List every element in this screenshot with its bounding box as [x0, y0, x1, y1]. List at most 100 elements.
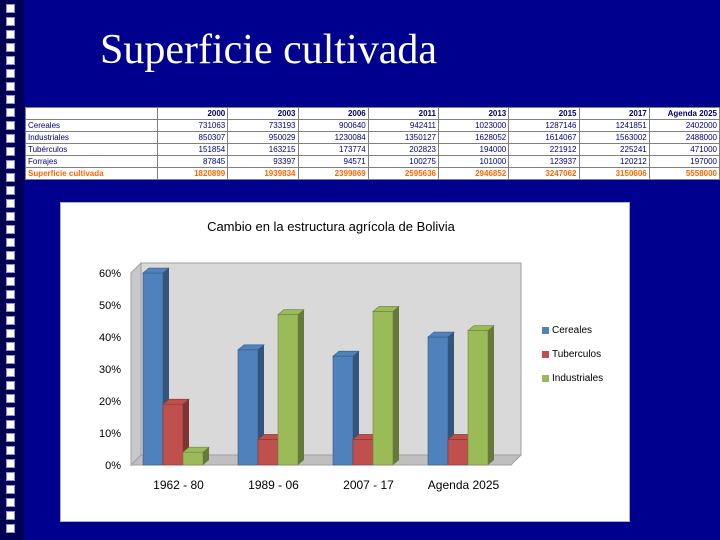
bar-top	[372, 306, 400, 312]
decorative-square	[6, 524, 15, 533]
bar-chart: Cambio en la estructura agrícola de Boli…	[99, 219, 603, 492]
decorative-square	[6, 199, 15, 208]
decorative-square	[6, 238, 15, 247]
decorative-square	[6, 394, 15, 403]
table-cell: 1287146	[508, 119, 580, 132]
table-header-cell: 2013	[437, 107, 510, 120]
table-header-cell: 2000	[156, 107, 229, 120]
decorative-square	[6, 134, 15, 143]
table-cell: 2946852	[437, 167, 510, 180]
table-row: Industriales 850307 950029 1230084 1350127 16…	[25, 131, 720, 144]
table-cell: 1230084	[297, 131, 369, 144]
y-tick-label: 0%	[105, 460, 121, 472]
table-cell: 197000	[648, 155, 720, 168]
table-row: Forrajes 87845 93397 94571 100275 101000 12393…	[25, 155, 720, 168]
bar-industriales	[372, 311, 394, 466]
table-cell: 221912	[508, 143, 580, 156]
table-cell: 2595636	[367, 167, 440, 180]
decorative-square	[6, 368, 15, 377]
decorative-square	[6, 498, 15, 507]
decorative-square	[6, 290, 15, 299]
table-cell: 731063	[156, 119, 229, 132]
decorative-square	[6, 69, 15, 78]
chart-title: Cambio en la estructura agrícola de Boli…	[207, 219, 456, 234]
y-tick-label: 30%	[99, 364, 121, 376]
bar-tuberculos	[257, 439, 279, 466]
decorative-square	[6, 433, 15, 442]
table-header-row: 2000 2003 2006 2011 2013 2015 2017 Agend…	[25, 107, 720, 120]
decorative-square	[6, 4, 15, 13]
chart-back-wall	[140, 262, 522, 456]
legend-label: Tuberculos	[552, 349, 601, 360]
table-cell: 194000	[437, 143, 510, 156]
bar-tuberculos	[162, 403, 184, 466]
bar-cereales	[142, 272, 164, 466]
decorative-square	[6, 212, 15, 221]
bar-side	[203, 447, 209, 465]
table-header-cell: Agenda 2025	[648, 107, 720, 120]
table-row: Superficie cultivada 1820899 1939834 239986…	[25, 167, 720, 180]
y-tick-label: 10%	[99, 428, 121, 440]
bar-side	[258, 344, 264, 465]
table-header-cell: 2003	[227, 107, 299, 120]
decorative-square	[6, 17, 15, 26]
table-cell: 163215	[227, 143, 299, 156]
legend-swatch-cereales	[542, 327, 549, 334]
table-cell: 120212	[578, 155, 650, 168]
x-category-label: 1989 - 06	[248, 478, 299, 492]
table-cell: 87845	[156, 155, 229, 168]
table-cell: 1939834	[227, 167, 299, 180]
decorative-square	[6, 446, 15, 455]
decorative-square	[6, 30, 15, 39]
table-cell: 123937	[508, 155, 580, 168]
bar-cereales	[237, 349, 259, 466]
decorative-square	[6, 56, 15, 65]
decorative-square	[6, 147, 15, 156]
table-row-label: Cereales	[25, 119, 158, 132]
bar-cereales	[427, 336, 449, 466]
decorative-square	[6, 459, 15, 468]
decorative-square	[6, 420, 15, 429]
table-cell: 5558000	[648, 167, 720, 180]
bar-side	[393, 306, 399, 465]
table-row: Cereales 731063 733193 900640 942411 1023000 1…	[25, 119, 720, 132]
table-header-cell: 2011	[367, 107, 440, 120]
chart-side-wall	[130, 261, 142, 467]
decorative-square	[6, 277, 15, 286]
table-row-label: Industriales	[25, 131, 158, 144]
table-cell: 1241851	[578, 119, 650, 132]
decorative-square	[6, 329, 15, 338]
table-cell: 2399869	[297, 167, 369, 180]
legend-swatch-industriales	[542, 375, 549, 382]
x-category-label: Agenda 2025	[428, 478, 500, 492]
y-tick-label: 50%	[99, 300, 121, 312]
table-row-label: Tubérculos	[25, 143, 158, 156]
decorative-square	[6, 381, 15, 390]
y-tick-label: 20%	[99, 396, 121, 408]
table-cell: 471000	[648, 143, 720, 156]
x-category-label: 2007 - 17	[343, 478, 394, 492]
table-row-label: Superficie cultivada	[25, 167, 158, 180]
legend-label: Cereales	[552, 325, 592, 336]
table-cell: 94571	[297, 155, 369, 168]
bar-top	[237, 344, 265, 351]
decorative-square	[6, 264, 15, 273]
table-cell: 93397	[227, 155, 299, 168]
bar-side	[448, 332, 454, 465]
table-cell: 1614067	[508, 131, 580, 144]
decorative-square	[6, 511, 15, 520]
table-cell: 101000	[437, 155, 510, 168]
table-cell: 950029	[227, 131, 299, 144]
table-cell: 225241	[578, 143, 650, 156]
decorative-square	[6, 355, 15, 364]
table-cell: 942411	[367, 119, 440, 132]
decorative-square	[6, 225, 15, 234]
decorative-square	[6, 82, 15, 91]
slide-title: Superficie cultivada	[100, 27, 438, 73]
bar-cereales	[332, 355, 354, 466]
legend-swatch-tuberculos	[542, 351, 549, 358]
table-cell: 850307	[156, 131, 229, 144]
cultivated-area-table: 2000 2003 2006 2011 2013 2015 2017 Agend…	[25, 107, 720, 180]
bar-tuberculos	[352, 439, 374, 466]
decorative-square	[6, 108, 15, 117]
